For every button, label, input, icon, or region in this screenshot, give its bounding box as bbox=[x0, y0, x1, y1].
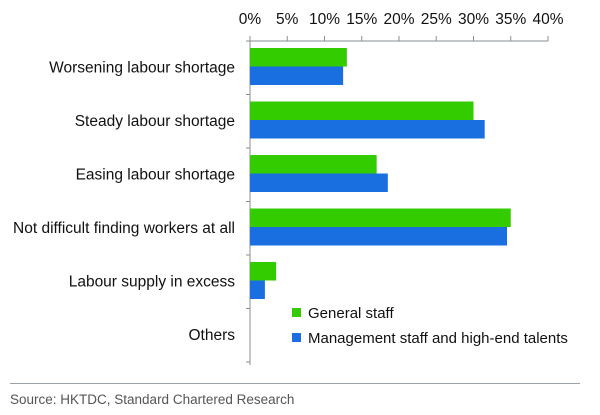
x-tick-label: 0% bbox=[239, 11, 262, 28]
source-note: Source: HKTDC, Standard Chartered Resear… bbox=[10, 392, 295, 407]
bar-chart: 0% 5% 10% 15% 20% 25% 30% 35% 40% Worsening labou… bbox=[13, 11, 568, 365]
x-tick-label: 10% bbox=[309, 11, 340, 28]
bar-general-staff bbox=[250, 208, 511, 227]
legend-swatch bbox=[292, 308, 301, 317]
bar-management-staff bbox=[250, 120, 485, 139]
category-label: Not difficult finding workers at all bbox=[13, 220, 235, 237]
legend-label: Management staff and high-end talents bbox=[308, 330, 568, 347]
bar-management-staff bbox=[250, 173, 388, 192]
bar-management-staff bbox=[250, 227, 508, 246]
footer-divider bbox=[10, 383, 580, 384]
bar-general-staff bbox=[250, 262, 277, 281]
bar-general-staff bbox=[250, 101, 474, 120]
legend-swatch bbox=[292, 333, 301, 342]
bar-general-staff bbox=[250, 48, 347, 67]
bar-management-staff bbox=[250, 66, 344, 85]
x-tick-label: 30% bbox=[458, 11, 489, 28]
x-tick-label: 25% bbox=[421, 11, 452, 28]
bar-general-staff bbox=[250, 155, 377, 174]
category-label: Labour supply in excess bbox=[69, 274, 236, 291]
x-tick-label: 40% bbox=[532, 11, 563, 28]
category-label: Worsening labour shortage bbox=[49, 60, 235, 77]
category-label: Steady labour shortage bbox=[75, 113, 235, 130]
legend-label: General staff bbox=[308, 305, 394, 322]
category-label: Others bbox=[188, 327, 235, 344]
x-tick-label: 20% bbox=[383, 11, 414, 28]
x-tick-label: 35% bbox=[495, 11, 526, 28]
category-label: Easing labour shortage bbox=[76, 167, 235, 184]
bar-management-staff bbox=[250, 280, 265, 299]
x-tick-label: 15% bbox=[346, 11, 377, 28]
x-tick-label: 5% bbox=[276, 11, 299, 28]
